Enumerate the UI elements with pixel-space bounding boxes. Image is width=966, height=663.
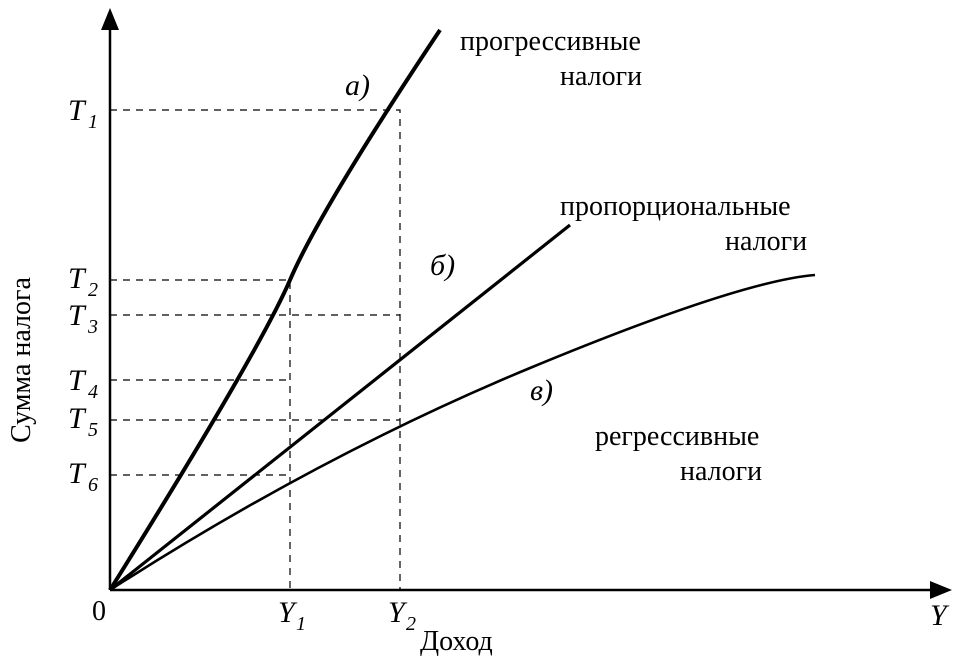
tax-types-chart: 0 Y Доход Сумма налога Y 1 Y 2 T 1 T 2 T…	[0, 0, 966, 663]
y-tick-T4: T 4	[68, 364, 98, 403]
x-end-label: Y	[930, 599, 950, 632]
legend-b-line1: пропорциональные	[560, 191, 791, 222]
y-tick-T3: T 3	[68, 299, 98, 338]
y-tick-T4-letter: T	[68, 364, 87, 397]
y-axis-title: Сумма налога	[6, 277, 37, 443]
legend-c-line1: регрессивные	[595, 421, 759, 452]
y-tick-T5: T 5	[68, 402, 98, 441]
y-tick-T6-letter: T	[68, 457, 87, 490]
y-tick-T6-sub: 6	[88, 474, 98, 496]
y-tick-T5-letter: T	[68, 402, 87, 435]
series-a-progressive	[110, 30, 440, 590]
x-axis-arrow-icon	[930, 581, 952, 599]
x-tick-Y1-letter: Y	[278, 596, 298, 629]
origin-label: 0	[92, 596, 106, 627]
legend-a-line2: налоги	[560, 61, 642, 92]
y-tick-T2-letter: T	[68, 262, 87, 295]
legend-a-line1: прогрессивные	[460, 26, 641, 57]
y-tick-T6: T 6	[68, 457, 98, 496]
y-axis-arrow-icon	[101, 8, 119, 30]
y-tick-T1-letter: T	[68, 94, 87, 127]
series-b-label: б)	[430, 249, 455, 282]
y-tick-T4-sub: 4	[88, 381, 98, 403]
y-tick-T2: T 2	[68, 262, 98, 301]
x-tick-Y2-sub: 2	[406, 613, 416, 635]
x-axis-title: Доход	[420, 626, 493, 657]
x-tick-Y1-sub: 1	[296, 613, 306, 635]
legend-c-line2: налоги	[680, 456, 762, 487]
y-tick-T2-sub: 2	[88, 279, 98, 301]
x-tick-Y2-letter: Y	[388, 596, 408, 629]
y-tick-T1-sub: 1	[88, 111, 98, 133]
legend-b-line2: налоги	[725, 226, 807, 257]
x-tick-Y2: Y 2	[388, 596, 416, 635]
y-tick-T5-sub: 5	[88, 419, 98, 441]
series-a-label: а)	[345, 69, 370, 102]
x-tick-Y1: Y 1	[278, 596, 306, 635]
y-tick-T3-letter: T	[68, 299, 87, 332]
y-tick-T3-sub: 3	[87, 316, 98, 338]
series-c-label: в)	[530, 374, 553, 407]
y-tick-T1: T 1	[68, 94, 98, 133]
